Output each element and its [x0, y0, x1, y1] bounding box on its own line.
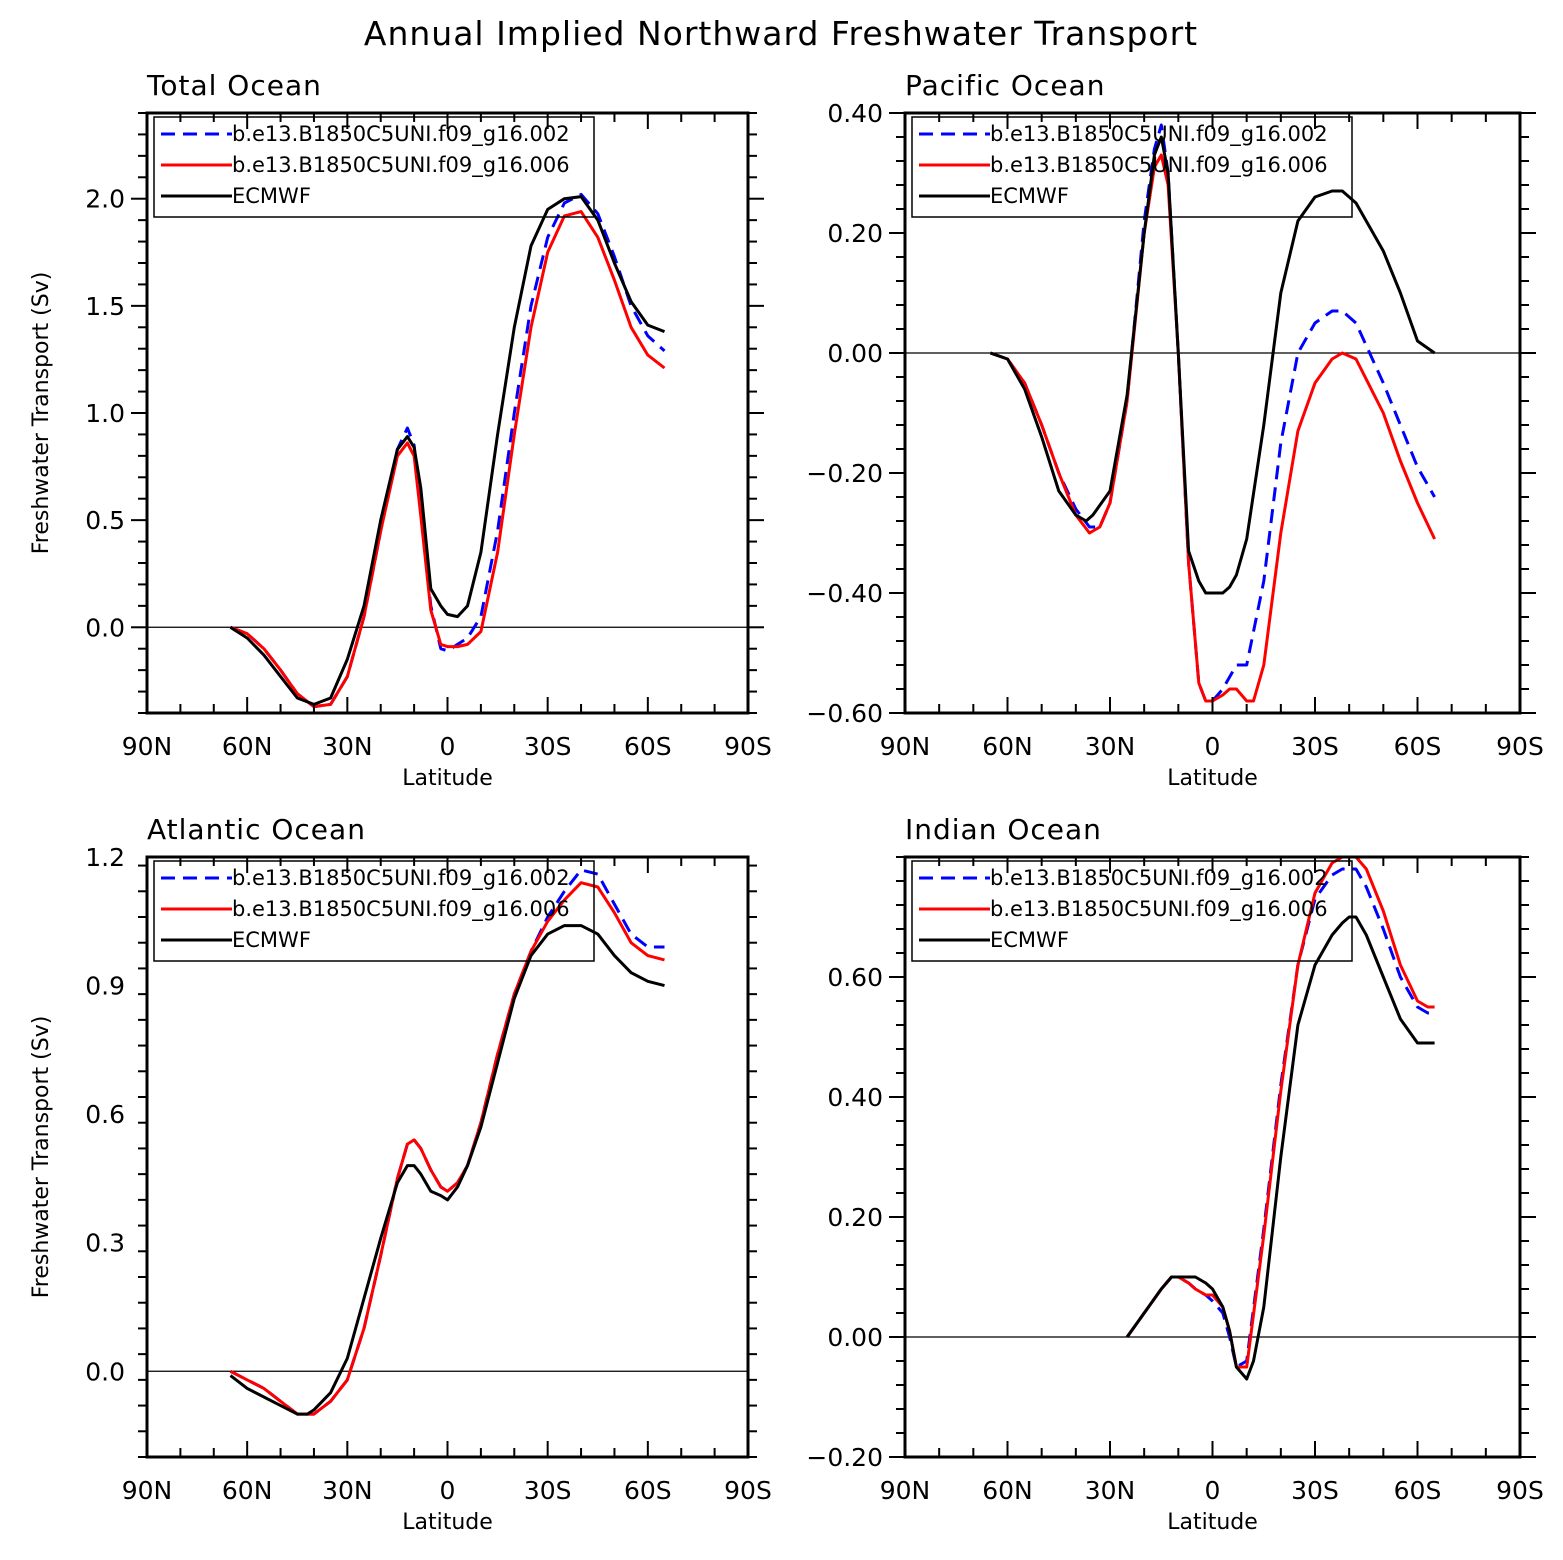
y-tick-label: 0.3 [85, 1229, 125, 1258]
y-tick-label: 1.5 [85, 292, 125, 321]
y-tick-label: 0.0 [85, 613, 125, 642]
y-tick-label: 1.0 [85, 399, 125, 428]
x-tick-label: 30N [1085, 732, 1136, 761]
y-axis-label: Freshwater Transport (Sv) [29, 272, 54, 555]
legend-label: ECMWF [232, 184, 311, 208]
figure-title: Annual Implied Northward Freshwater Tran… [364, 14, 1198, 53]
legend-label: b.e13.B1850C5UNI.f09_g16.002 [232, 866, 570, 891]
legend: b.e13.B1850C5UNI.f09_g16.002 b.e13.B1850C… [153, 116, 595, 218]
x-tick-label: 0 [1205, 1476, 1221, 1505]
x-tick-label: 30S [524, 1476, 572, 1505]
x-tick-label: 90N [880, 1476, 931, 1505]
x-axis-label: Latitude [402, 766, 493, 791]
x-tick-label: 0 [440, 732, 456, 761]
x-axis-label: Latitude [1167, 766, 1258, 791]
x-tick-label: 90N [122, 1476, 173, 1505]
legend-label: b.e13.B1850C5UNI.f09_g16.006 [990, 897, 1328, 922]
legend-box [153, 860, 595, 962]
x-tick-label: 60N [222, 1476, 273, 1505]
legend-label: b.e13.B1850C5UNI.f09_g16.006 [232, 897, 570, 922]
y-tick-label: 0.00 [827, 339, 883, 368]
series-line-ecmwf [229, 924, 665, 1416]
x-tick-label: 60N [222, 732, 273, 761]
panel-title: Pacific Ocean [905, 69, 1105, 102]
legend: b.e13.B1850C5UNI.f09_g16.002 b.e13.B1850C… [153, 860, 595, 962]
x-tick-label: 30S [1291, 1476, 1339, 1505]
y-tick-label: 0.40 [827, 1083, 883, 1112]
y-tick-label: −0.20 [806, 459, 883, 488]
y-tick-label: 0.5 [85, 506, 125, 535]
x-tick-label: 30N [322, 1476, 373, 1505]
x-tick-label: 60N [982, 1476, 1033, 1505]
legend-label: b.e13.B1850C5UNI.f09_g16.006 [232, 153, 570, 178]
y-axis-label: Freshwater Transport (Sv) [29, 1016, 54, 1299]
series-line-ecmwf [1125, 915, 1435, 1381]
x-tick-label: 60S [1394, 1476, 1442, 1505]
series-line-006 [1125, 855, 1435, 1369]
x-tick-label: 30S [1291, 732, 1339, 761]
x-tick-label: 30N [322, 732, 373, 761]
x-tick-label: 60S [1394, 732, 1442, 761]
legend-label: ECMWF [232, 928, 311, 952]
y-tick-label: 0.60 [827, 963, 883, 992]
x-tick-label: 30N [1085, 1476, 1136, 1505]
legend-label: b.e13.B1850C5UNI.f09_g16.002 [990, 866, 1328, 891]
x-tick-label: 90N [880, 732, 931, 761]
legend-box [911, 860, 1353, 962]
y-tick-label: 0.40 [827, 99, 883, 128]
x-tick-label: 60N [982, 732, 1033, 761]
chart-panel-1: Total Ocean 90N 60N 30N 0 30S 60S 90S 0.0 0.5 1.0 1… [29, 69, 772, 791]
x-tick-label: 90S [1496, 732, 1544, 761]
y-tick-label: 0.6 [85, 1100, 125, 1129]
legend-box [153, 116, 595, 218]
y-tick-label: −0.60 [806, 699, 883, 728]
y-tick-label: −0.40 [806, 579, 883, 608]
y-tick-label: 0.20 [827, 219, 883, 248]
x-tick-label: 90S [724, 1476, 772, 1505]
legend-label: ECMWF [990, 928, 1069, 952]
chart-panel-2: Pacific Ocean 90N 60N 30N 0 30S 60S 90S −0.60 −0.… [806, 69, 1543, 791]
x-tick-label: 0 [1205, 732, 1221, 761]
series-line-006 [989, 153, 1436, 703]
chart-panel-3: Atlantic Ocean 90N 60N 30N 0 30S 60S 90S 0.0 0.3 0… [29, 813, 772, 1535]
legend-label: b.e13.B1850C5UNI.f09_g16.002 [990, 122, 1328, 147]
panel-title: Indian Ocean [905, 813, 1102, 846]
legend: b.e13.B1850C5UNI.f09_g16.002 b.e13.B1850C… [911, 116, 1353, 218]
legend-label: b.e13.B1850C5UNI.f09_g16.006 [990, 153, 1328, 178]
legend: b.e13.B1850C5UNI.f09_g16.002 b.e13.B1850C… [911, 860, 1353, 962]
x-tick-label: 0 [440, 1476, 456, 1505]
chart-panel-4: Indian Ocean 90N 60N 30N 0 30S 60S 90S −0.20 0.00… [806, 813, 1543, 1535]
y-tick-label: 1.2 [85, 843, 125, 872]
x-tick-label: 90N [122, 732, 173, 761]
legend-label: b.e13.B1850C5UNI.f09_g16.002 [232, 122, 570, 147]
x-tick-label: 90S [1496, 1476, 1544, 1505]
panel-title: Atlantic Ocean [147, 813, 366, 846]
y-tick-label: 0.20 [827, 1203, 883, 1232]
panel-title: Total Ocean [146, 69, 322, 102]
y-tick-label: 2.0 [85, 185, 125, 214]
legend-box [911, 116, 1353, 218]
x-tick-label: 30S [524, 732, 572, 761]
x-tick-label: 60S [624, 1476, 672, 1505]
x-tick-label: 60S [624, 732, 672, 761]
x-axis-label: Latitude [1167, 1510, 1258, 1535]
y-tick-label: 0.0 [85, 1357, 125, 1386]
x-axis-label: Latitude [402, 1510, 493, 1535]
y-tick-label: 0.00 [827, 1323, 883, 1352]
legend-label: ECMWF [990, 184, 1069, 208]
x-tick-label: 90S [724, 732, 772, 761]
series-line-ecmwf [989, 135, 1436, 595]
y-tick-label: −0.20 [806, 1443, 883, 1472]
y-tick-label: 0.9 [85, 972, 125, 1001]
